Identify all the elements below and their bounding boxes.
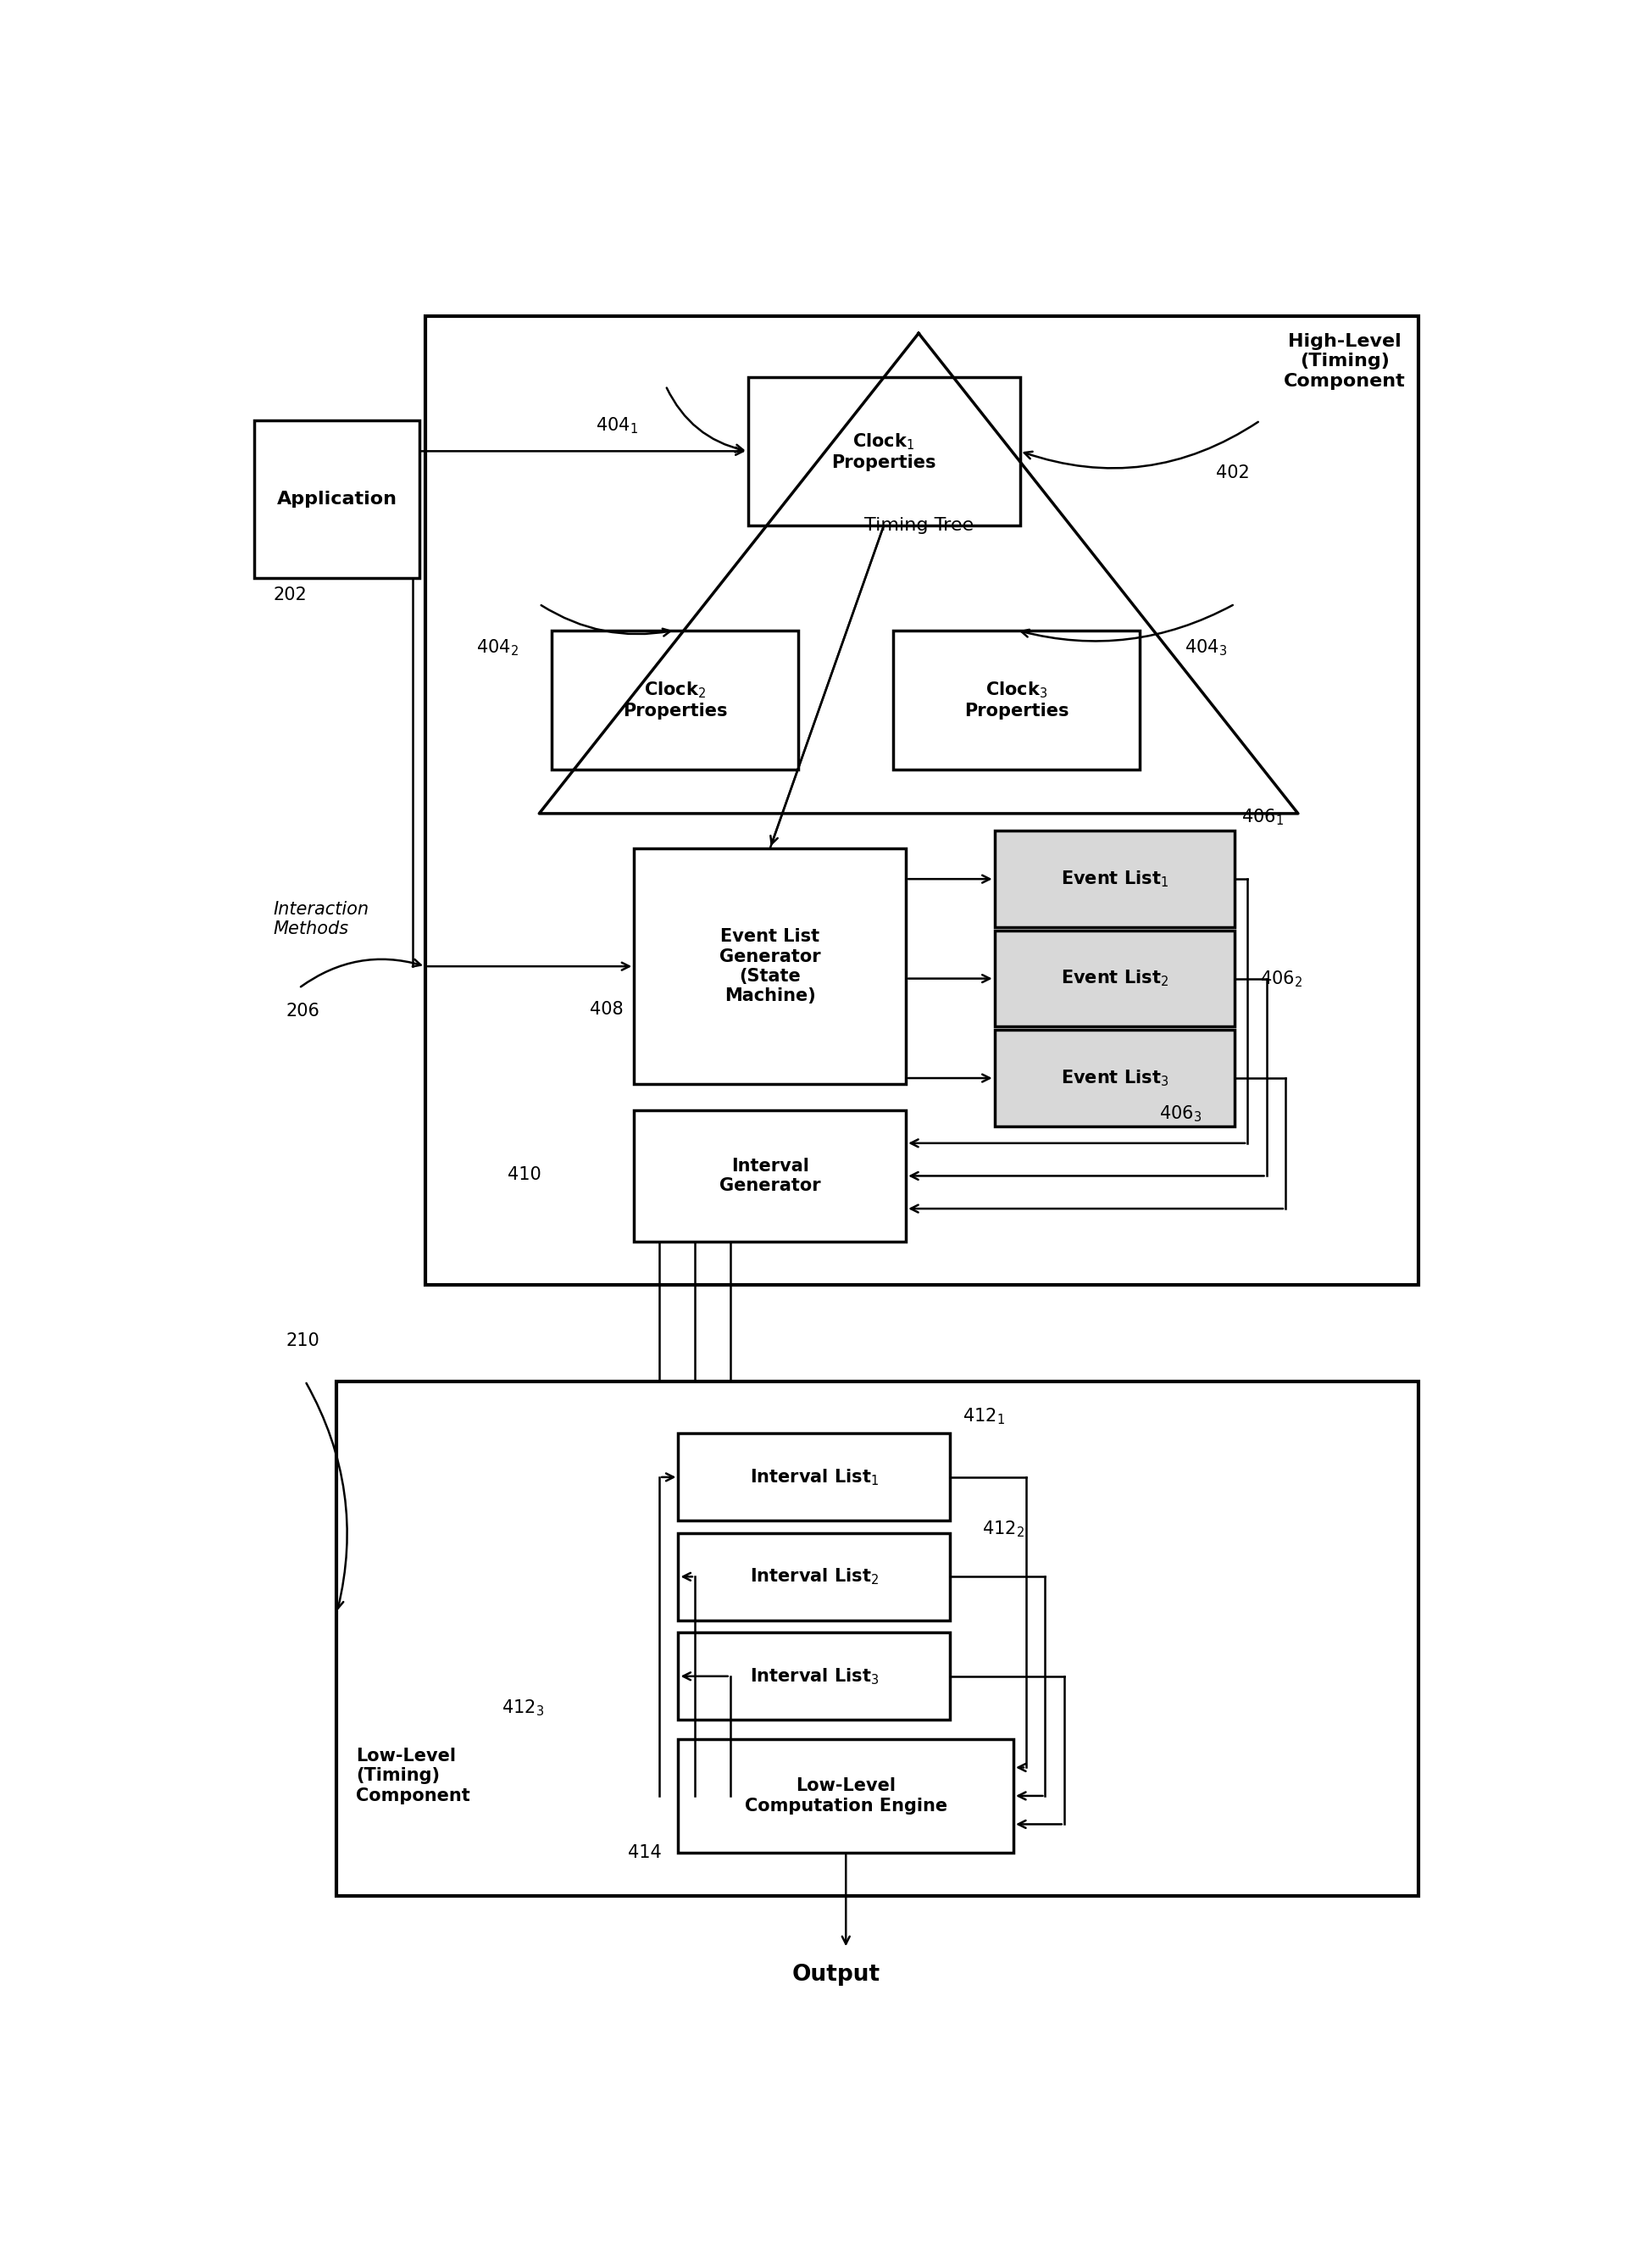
Text: Event List$_2$: Event List$_2$: [1061, 968, 1169, 989]
Text: 408: 408: [589, 1000, 623, 1018]
Text: High-Level
(Timing)
Component: High-Level (Timing) Component: [1284, 333, 1405, 390]
Text: 206: 206: [286, 1002, 320, 1018]
Bar: [552, 631, 798, 769]
Text: Clock$_3$
Properties: Clock$_3$ Properties: [965, 680, 1069, 719]
Text: Clock$_1$
Properties: Clock$_1$ Properties: [832, 431, 937, 472]
Text: Low-Level
(Timing)
Component: Low-Level (Timing) Component: [356, 1749, 470, 1803]
Text: Interval
Generator: Interval Generator: [720, 1157, 821, 1195]
Text: Interval List$_3$: Interval List$_3$: [749, 1667, 878, 1685]
Text: 404$_2$: 404$_2$: [477, 637, 519, 658]
Text: Output: Output: [792, 1964, 881, 1987]
Text: Interaction
Methods: Interaction Methods: [274, 900, 369, 937]
Text: Event List$_1$: Event List$_1$: [1061, 869, 1169, 889]
Text: 412$_2$: 412$_2$: [982, 1520, 1025, 1540]
Text: Interval List$_1$: Interval List$_1$: [749, 1467, 878, 1488]
Bar: [679, 1533, 950, 1619]
Text: 412$_3$: 412$_3$: [501, 1699, 543, 1717]
Text: Application: Application: [277, 490, 397, 508]
Bar: [994, 830, 1235, 928]
Bar: [255, 420, 419, 578]
Bar: [635, 1111, 906, 1241]
Text: 406$_3$: 406$_3$: [1159, 1105, 1201, 1125]
Text: 202: 202: [274, 587, 307, 603]
Text: 414: 414: [628, 1844, 661, 1862]
Text: 404$_1$: 404$_1$: [596, 415, 638, 435]
Text: Low-Level
Computation Engine: Low-Level Computation Engine: [744, 1778, 947, 1814]
Text: 210: 210: [286, 1334, 320, 1349]
Text: 404$_3$: 404$_3$: [1185, 637, 1227, 658]
Text: Clock$_2$
Properties: Clock$_2$ Properties: [623, 680, 728, 719]
Bar: [679, 1433, 950, 1522]
Text: Event List$_3$: Event List$_3$: [1061, 1068, 1169, 1089]
Bar: [679, 1633, 950, 1719]
Bar: [679, 1740, 1013, 1853]
Bar: [893, 631, 1139, 769]
Text: Interval List$_2$: Interval List$_2$: [749, 1567, 878, 1588]
Text: Timing Tree: Timing Tree: [863, 517, 973, 533]
Text: Event List
Generator
(State
Machine): Event List Generator (State Machine): [720, 928, 821, 1005]
Text: 412$_1$: 412$_1$: [963, 1406, 1005, 1427]
Text: 410: 410: [508, 1166, 542, 1184]
Bar: [426, 315, 1418, 1286]
Text: 402: 402: [1216, 465, 1250, 481]
Bar: [336, 1381, 1418, 1896]
Text: 406$_1$: 406$_1$: [1242, 807, 1283, 828]
Bar: [635, 848, 906, 1084]
Bar: [994, 930, 1235, 1027]
Bar: [747, 376, 1020, 526]
Text: 406$_2$: 406$_2$: [1260, 968, 1302, 989]
Bar: [994, 1030, 1235, 1127]
